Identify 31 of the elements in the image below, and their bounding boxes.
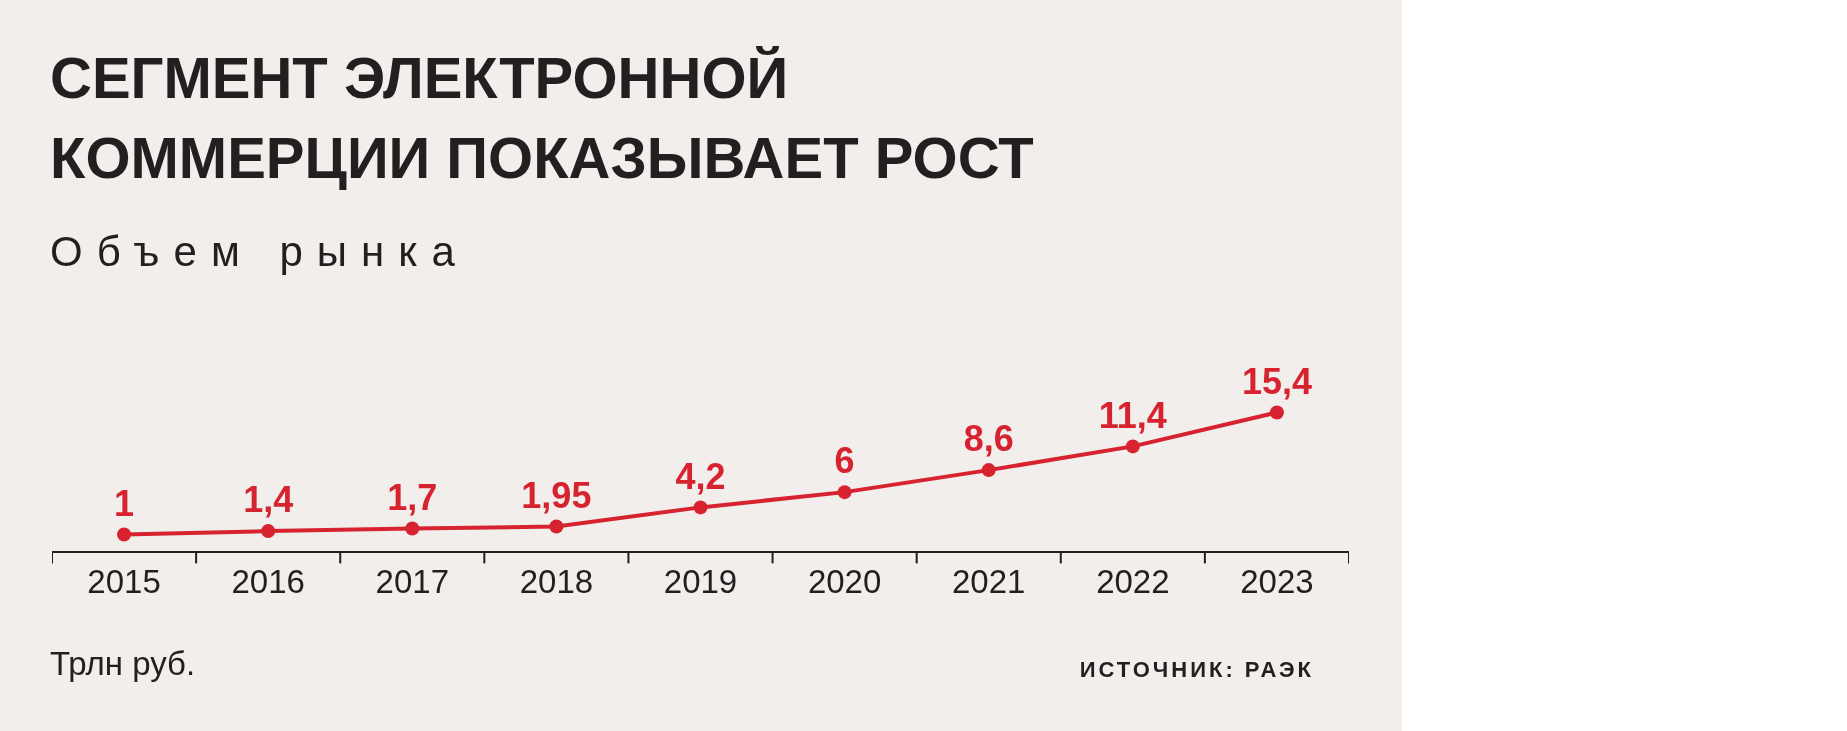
point	[261, 524, 276, 539]
data-label: 15,4	[1241, 360, 1312, 402]
data-label: 1,7	[387, 476, 438, 518]
chart-title: СЕГМЕНТ ЭЛЕКТРОННОЙ КОММЕРЦИИ ПОКАЗЫВАЕТ РОСТ	[50, 44, 1035, 192]
data-label: 1	[114, 482, 135, 524]
point	[981, 463, 996, 478]
x-tick-label: 2017	[375, 562, 449, 600]
x-tick-label: 2018	[519, 562, 594, 600]
data-label: 8,6	[963, 418, 1014, 460]
x-tick-label: 2022	[1096, 562, 1170, 600]
data-label: 11,4	[1098, 394, 1167, 436]
point	[549, 519, 564, 534]
point	[1125, 439, 1140, 454]
point	[1269, 405, 1284, 420]
point	[405, 521, 420, 536]
data-label: 1,95	[521, 474, 592, 516]
chart-subtitle: Объем рынка	[50, 228, 469, 276]
point	[117, 527, 132, 542]
x-tick-label: 2015	[87, 562, 161, 600]
x-tick-label: 2016	[231, 562, 305, 600]
point	[693, 500, 708, 515]
x-tick-label: 2020	[807, 562, 882, 600]
x-tick-label: 2021	[952, 562, 1026, 600]
x-tick-label: 2023	[1240, 562, 1314, 600]
data-label: 1,4	[243, 479, 294, 521]
text: ИСТОЧНИК: РАЭК	[1079, 657, 1314, 683]
data-label: 6	[834, 440, 855, 482]
data-label: 4,2	[675, 455, 726, 497]
point	[837, 485, 852, 500]
text: Трлн руб.	[50, 645, 196, 683]
x-tick-label: 2019	[663, 562, 738, 600]
